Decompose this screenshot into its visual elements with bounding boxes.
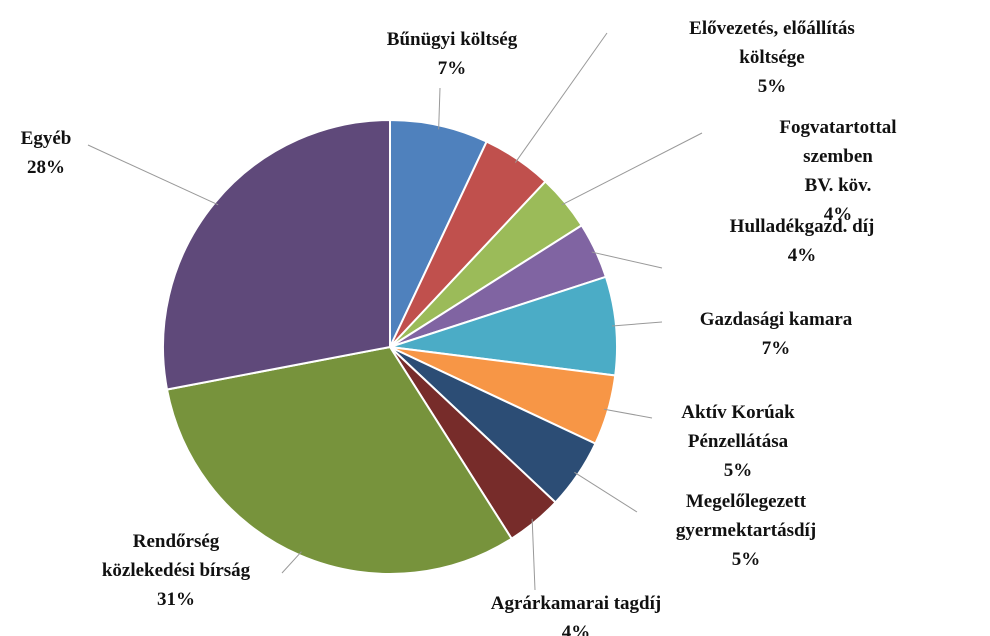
leader-line bbox=[531, 518, 536, 591]
slice-label: Fogvatartottal szemben BV. köv. 4% bbox=[762, 113, 914, 229]
slice-percent: 5% bbox=[731, 549, 761, 570]
leader-line bbox=[591, 251, 663, 269]
pie-slice bbox=[162, 118, 391, 391]
slice-percent: 28% bbox=[27, 157, 65, 178]
slice-name: Rendőrség közlekedési bírság bbox=[101, 531, 251, 581]
slice-percent: 7% bbox=[761, 338, 791, 359]
slice-label: Hulladékgazd. díj 4% bbox=[730, 212, 875, 270]
slice-percent: 4% bbox=[823, 204, 853, 225]
leader-line bbox=[604, 408, 653, 419]
slice-label: Bűnügyi költség 7% bbox=[387, 25, 517, 83]
slice-percent: 5% bbox=[723, 460, 753, 481]
slice-name: Aktív Korúak Pénzellátása bbox=[681, 402, 795, 452]
slice-label: Elővezetés, előállítás költsége 5% bbox=[689, 14, 855, 101]
leader-line bbox=[438, 87, 441, 130]
slice-label: Agrárkamarai tagdíj 4% bbox=[491, 589, 661, 636]
slice-name: Agrárkamarai tagdíj bbox=[490, 593, 662, 614]
slice-label: Egyéb 28% bbox=[21, 124, 72, 182]
slice-label: Rendőrség közlekedési bírság 31% bbox=[102, 527, 250, 614]
slice-name: Egyéb bbox=[20, 128, 72, 149]
slice-label: Gazdasági kamara 7% bbox=[700, 305, 853, 363]
slice-name: Fogvatartottal szemben BV. köv. bbox=[779, 117, 897, 196]
leader-line bbox=[281, 551, 302, 574]
slice-name: Bűnügyi költség bbox=[386, 29, 518, 50]
slice-percent: 4% bbox=[561, 622, 591, 636]
slice-label: Megelőlegezett gyermektartásdíj 5% bbox=[676, 487, 816, 574]
leader-line bbox=[87, 144, 219, 206]
slice-percent: 4% bbox=[787, 245, 817, 266]
pie-slice bbox=[165, 345, 514, 575]
slice-label: Aktív Korúak Pénzellátása 5% bbox=[681, 398, 795, 485]
leader-line bbox=[611, 321, 663, 327]
slice-name: Elővezetés, előállítás költsége bbox=[689, 18, 855, 68]
slice-name: Megelőlegezett gyermektartásdíj bbox=[675, 491, 817, 541]
slice-percent: 5% bbox=[757, 76, 787, 97]
leader-line bbox=[514, 32, 608, 163]
slice-percent: 7% bbox=[437, 58, 467, 79]
leader-line bbox=[574, 471, 638, 513]
slice-name: Gazdasági kamara bbox=[699, 309, 853, 330]
slice-name: Hulladékgazd. díj bbox=[729, 216, 875, 237]
leader-line bbox=[561, 132, 703, 206]
slice-percent: 31% bbox=[157, 589, 195, 610]
